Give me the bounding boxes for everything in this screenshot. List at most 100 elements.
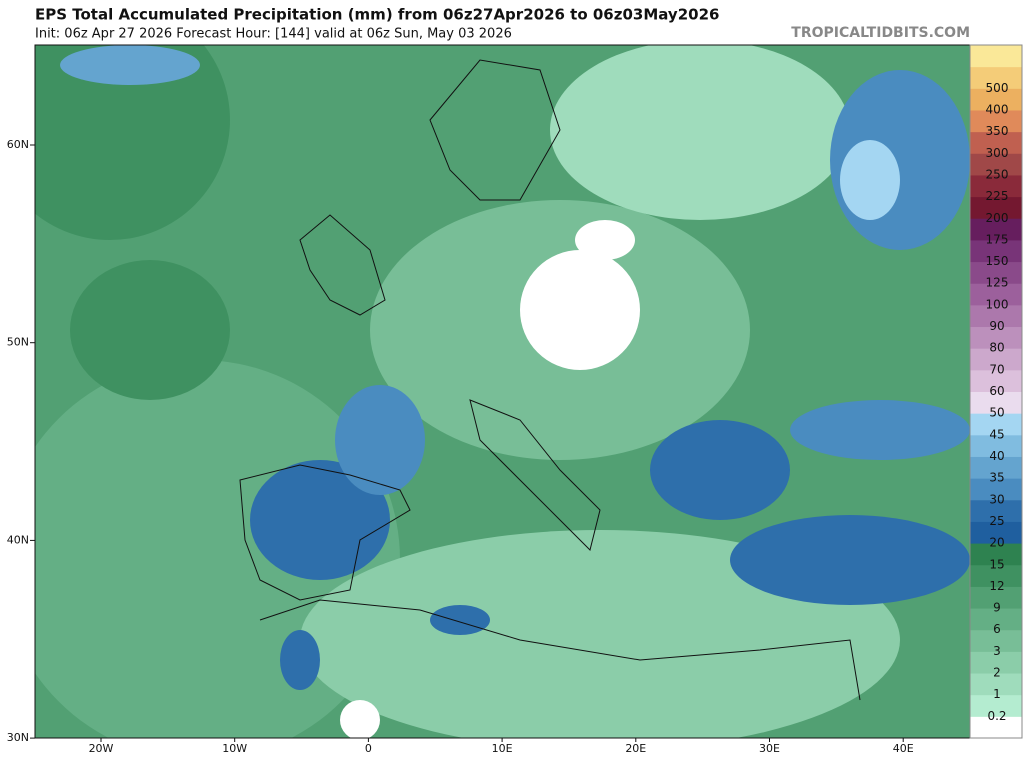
colorbar-label: 70 <box>989 362 1004 376</box>
colorbar-label: 6 <box>993 622 1001 636</box>
colorbar-cell <box>970 586 1022 609</box>
colorbar-label: 35 <box>989 471 1004 485</box>
colorbar-cell <box>970 196 1022 219</box>
lon-label: 0 <box>365 742 372 755</box>
lon-label: 20E <box>625 742 646 755</box>
precip-area <box>575 220 635 260</box>
precip-area <box>335 385 425 495</box>
precip-area <box>840 140 900 220</box>
colorbar-cell <box>970 369 1022 392</box>
colorbar-label: 45 <box>989 427 1004 441</box>
colorbar-label: 175 <box>986 232 1009 246</box>
colorbar-cell <box>970 304 1022 328</box>
colorbar-cell <box>970 456 1022 479</box>
axis-labels: 60N 50N 40N 30N 20W 10W 0 10E 20E 30E 40E <box>7 138 914 755</box>
colorbar-label: 9 <box>993 601 1001 615</box>
coastline <box>299 214 386 316</box>
colorbar-label: 0.2 <box>987 709 1006 723</box>
lon-label: 20W <box>89 742 114 755</box>
colorbar-cell <box>970 608 1022 631</box>
precip-area <box>650 420 790 520</box>
colorbar-cell <box>970 499 1022 522</box>
coastline <box>259 599 861 701</box>
colorbar-cell <box>970 218 1022 241</box>
precip-area <box>340 700 380 738</box>
colorbar-label: 200 <box>986 211 1009 225</box>
colorbar-label: 60 <box>989 384 1004 398</box>
subtitle: Init: 06z Apr 27 2026 Forecast Hour: [14… <box>35 27 512 42</box>
colorbar-cell <box>970 174 1022 198</box>
colorbar-cell <box>970 326 1022 349</box>
precip-area <box>60 45 200 85</box>
colorbar: 0.21236912152025303540455060708090100125… <box>969 44 1023 739</box>
colorbar-label: 400 <box>986 102 1009 116</box>
colorbar-cell <box>970 434 1022 457</box>
precip-area <box>280 630 320 690</box>
colorbar-cell <box>970 261 1022 284</box>
colorbar-cell <box>970 239 1022 263</box>
precip-area <box>730 515 970 605</box>
map <box>35 45 970 738</box>
colorbar-label: 30 <box>989 492 1004 506</box>
colorbar-cell <box>970 109 1022 133</box>
colorbar-label: 100 <box>986 297 1009 311</box>
colorbar-frame <box>969 44 1023 739</box>
lat-label: 50N <box>7 336 29 349</box>
colorbar-label: 1 <box>993 687 1001 701</box>
lon-label: 10E <box>492 742 513 755</box>
colorbar-cell <box>970 716 1022 739</box>
precip-area <box>250 460 390 580</box>
colorbar-label: 300 <box>986 146 1009 160</box>
colorbar-cell <box>970 131 1022 154</box>
colorbar-cell <box>970 694 1022 717</box>
colorbar-cell <box>970 413 1022 436</box>
colorbar-cell <box>970 521 1022 544</box>
colorbar-label: 500 <box>986 81 1009 95</box>
colorbar-label: 3 <box>993 644 1001 658</box>
colorbar-label: 250 <box>986 167 1009 181</box>
colorbar-cell <box>970 348 1022 371</box>
colorbar-label: 225 <box>986 189 1009 203</box>
colorbar-label: 80 <box>989 341 1004 355</box>
colorbar-cell <box>970 45 1022 68</box>
colorbar-label: 90 <box>989 319 1004 333</box>
colorbar-cell <box>970 391 1022 414</box>
precip-area <box>790 400 970 460</box>
lon-label: 30E <box>759 742 780 755</box>
colorbar-label: 15 <box>989 557 1004 571</box>
colorbar-label: 12 <box>989 579 1004 593</box>
colorbar-label: 20 <box>989 536 1004 550</box>
colorbar-label: 50 <box>989 406 1004 420</box>
lon-label: 40E <box>893 742 914 755</box>
colorbar-cell <box>970 283 1022 306</box>
precip-area <box>70 260 230 400</box>
colorbar-label: 40 <box>989 449 1004 463</box>
precip-area <box>520 250 640 370</box>
colorbar-label: 25 <box>989 514 1004 528</box>
colorbar-label: 2 <box>993 666 1001 680</box>
coastline <box>239 464 411 601</box>
colorbar-cell <box>970 66 1022 89</box>
colorbar-cell <box>970 564 1022 587</box>
lat-label: 30N <box>7 731 29 744</box>
colorbar-label: 350 <box>986 124 1009 138</box>
lat-label: 60N <box>7 138 29 151</box>
precip-area <box>35 45 230 240</box>
coastline <box>469 399 601 551</box>
lon-label: 10W <box>222 742 247 755</box>
colorbar-label: 150 <box>986 254 1009 268</box>
colorbar-cell <box>970 153 1022 176</box>
colorbar-cell <box>970 673 1022 696</box>
colorbar-cell <box>970 88 1022 111</box>
lat-label: 40N <box>7 533 29 546</box>
precip-area <box>430 605 490 635</box>
precip-area <box>550 45 850 220</box>
colorbar-cell <box>970 543 1022 566</box>
watermark: TROPICALTIDBITS.COM <box>791 25 970 41</box>
colorbar-cell <box>970 629 1022 652</box>
title: EPS Total Accumulated Precipitation (mm)… <box>35 6 719 24</box>
colorbar-cell <box>970 651 1022 674</box>
colorbar-cell <box>970 478 1022 501</box>
coastline <box>429 59 561 201</box>
